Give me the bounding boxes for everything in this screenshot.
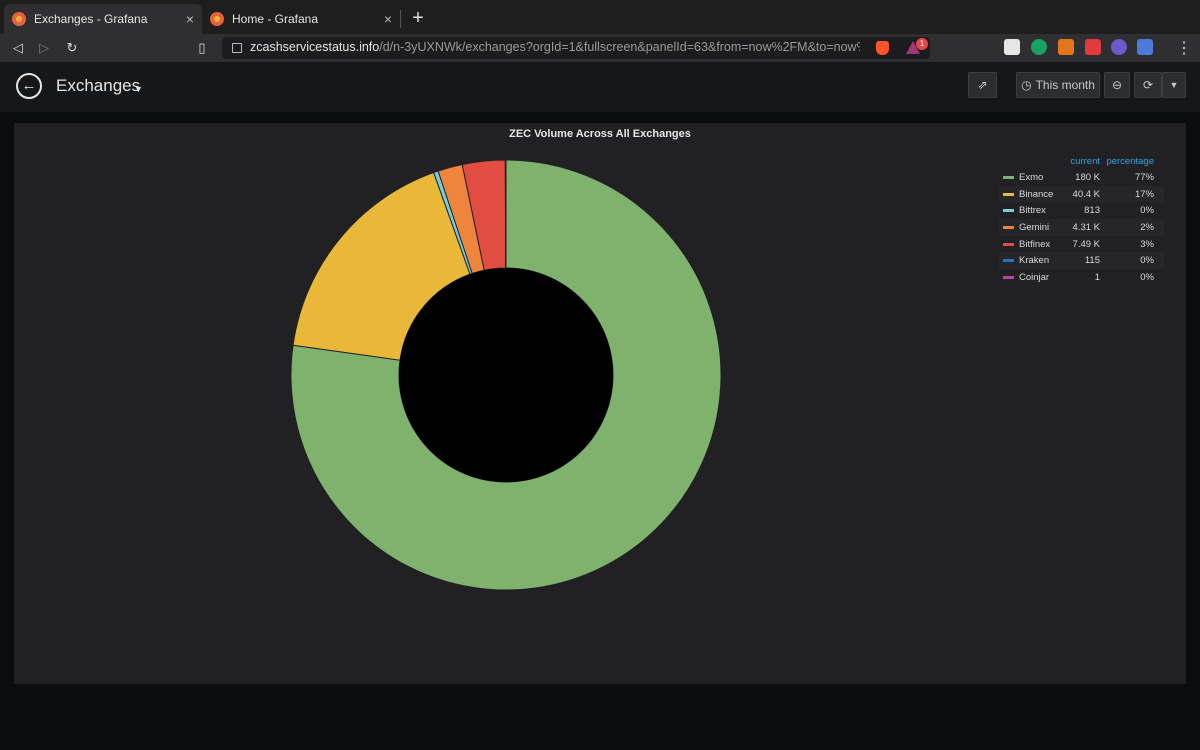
legend-swatch xyxy=(1003,176,1014,179)
legend-name: Binance xyxy=(1019,188,1054,200)
legend-current: 813 xyxy=(1084,205,1100,217)
tab-exchanges[interactable]: Exchanges - Grafana × xyxy=(4,4,202,34)
legend-percentage: 3% xyxy=(1140,238,1154,250)
legend-item-exmo[interactable]: Exmo 180 K 77% xyxy=(999,169,1164,186)
legend-header: current percentage xyxy=(999,153,1164,169)
legend-item-binance[interactable]: Binance 40.4 K 17% xyxy=(999,185,1164,203)
legend-header-current[interactable]: current xyxy=(1070,156,1100,167)
legend-swatch xyxy=(1003,226,1014,230)
legend-header-percentage[interactable]: percentage xyxy=(1106,156,1154,167)
chevron-down-icon: ▼ xyxy=(1169,80,1179,90)
legend-current: 115 xyxy=(1084,255,1100,267)
legend-name: Gemini xyxy=(1019,222,1050,234)
legend-item-bittrex[interactable]: Bittrex 813 0% xyxy=(999,202,1164,219)
chart-legend: current percentage Exmo 180 K 77% Binance 40… xyxy=(999,153,1164,286)
bookmark-icon[interactable]: ▯ xyxy=(198,40,206,55)
legend-percentage: 0% xyxy=(1140,205,1154,217)
forward-icon[interactable]: ▷ xyxy=(39,40,49,55)
pie-chart-panel: ZEC Volume Across All Exchanges current … xyxy=(14,123,1186,684)
share-icon: ⇗ xyxy=(977,78,988,92)
back-to-dashboard-button[interactable]: ← xyxy=(16,73,42,99)
legend-name: Bittrex xyxy=(1019,205,1046,217)
tab-title: Exchanges - Grafana xyxy=(34,12,148,26)
legend-percentage: 0% xyxy=(1140,272,1154,284)
close-tab-icon[interactable]: × xyxy=(383,11,392,27)
legend-current: 1 xyxy=(1094,272,1100,284)
brave-shields-icon[interactable] xyxy=(876,41,889,55)
legend-name: Bitfinex xyxy=(1019,238,1051,250)
google-translate-icon[interactable] xyxy=(1137,39,1153,55)
legend-percentage: 77% xyxy=(1134,172,1154,183)
legend-swatch xyxy=(1003,242,1014,246)
metamask-extension-icon[interactable] xyxy=(1058,39,1074,55)
dashboard-header: ← Exchanges ▼ ⇗ ◷ This month ⊖ ⟳ ▼ xyxy=(0,62,1200,112)
legend-swatch xyxy=(1003,276,1014,280)
legend-item-coinjar[interactable]: Coinjar 1 0% xyxy=(999,269,1164,286)
legend-percentage: 2% xyxy=(1140,222,1154,234)
zoom-out-button[interactable]: ⊖ xyxy=(1104,72,1130,98)
legend-item-kraken[interactable]: Kraken 115 0% xyxy=(999,252,1164,270)
browser-menu-icon[interactable]: ⋮ xyxy=(1176,40,1192,57)
reload-icon[interactable]: ↻ xyxy=(66,40,78,55)
browser-tab-bar: Exchanges - Grafana × Home - Grafana × + xyxy=(0,0,1200,34)
legend-current: 40.4 K xyxy=(1072,188,1100,200)
refresh-icon: ⟳ xyxy=(1142,78,1154,92)
refresh-button[interactable]: ⟳ xyxy=(1134,72,1162,98)
close-tab-icon[interactable]: × xyxy=(185,11,194,27)
browser-nav-bar: ◁ ▷ ↻ ▯ zcashservicestatus.info/d/n-3yUX… xyxy=(0,34,1200,62)
legend-current: 180 K xyxy=(1075,172,1100,183)
refresh-interval-dropdown[interactable]: ▼ xyxy=(1162,72,1186,98)
grafana-favicon-icon xyxy=(12,12,26,26)
clock-icon: ◷ xyxy=(1021,78,1032,92)
new-tab-button[interactable]: + xyxy=(412,7,424,29)
legend-percentage: 17% xyxy=(1134,188,1154,200)
chevron-down-icon[interactable]: ▼ xyxy=(134,84,143,94)
tab-home[interactable]: Home - Grafana × xyxy=(202,4,400,34)
legend-name: Exmo xyxy=(1019,172,1044,183)
legend-current: 7.49 K xyxy=(1072,238,1100,250)
notion-extension-icon[interactable] xyxy=(1004,39,1020,55)
legend-swatch xyxy=(1003,259,1014,263)
legend-percentage: 0% xyxy=(1140,255,1154,267)
red-extension-icon[interactable] xyxy=(1085,39,1101,55)
panel-title[interactable]: ZEC Volume Across All Exchanges xyxy=(509,128,691,140)
legend-current: 4.31 K xyxy=(1072,222,1100,234)
grafana-favicon-icon xyxy=(210,12,224,26)
legend-item-bitfinex[interactable]: Bitfinex 7.49 K 3% xyxy=(999,236,1164,253)
time-picker-button[interactable]: ◷ This month xyxy=(1016,72,1100,98)
grammarly-extension-icon[interactable] xyxy=(1031,39,1047,55)
react-devtools-icon[interactable] xyxy=(1111,39,1127,55)
legend-name: Coinjar xyxy=(1019,272,1050,284)
zoom-out-icon: ⊖ xyxy=(1111,78,1123,92)
donut-hole xyxy=(399,268,613,482)
lock-icon xyxy=(232,43,242,53)
legend-swatch xyxy=(1003,192,1014,196)
url-text[interactable]: zcashservicestatus.info/d/n-3yUXNWk/exch… xyxy=(250,40,860,54)
back-icon[interactable]: ◁ xyxy=(13,40,23,55)
legend-swatch xyxy=(1003,209,1014,213)
time-range-label: This month xyxy=(1035,78,1095,92)
share-button[interactable]: ⇗ xyxy=(968,72,997,98)
tab-title: Home - Grafana xyxy=(232,12,319,26)
donut-chart xyxy=(290,159,722,591)
dashboard-title[interactable]: Exchanges xyxy=(56,76,141,95)
legend-name: Kraken xyxy=(1019,255,1050,267)
tab-separator xyxy=(400,10,401,28)
rewards-badge: 1 xyxy=(916,38,928,50)
legend-item-gemini[interactable]: Gemini 4.31 K 2% xyxy=(999,219,1164,236)
address-bar[interactable]: zcashservicestatus.info/d/n-3yUXNWk/exch… xyxy=(222,37,930,59)
